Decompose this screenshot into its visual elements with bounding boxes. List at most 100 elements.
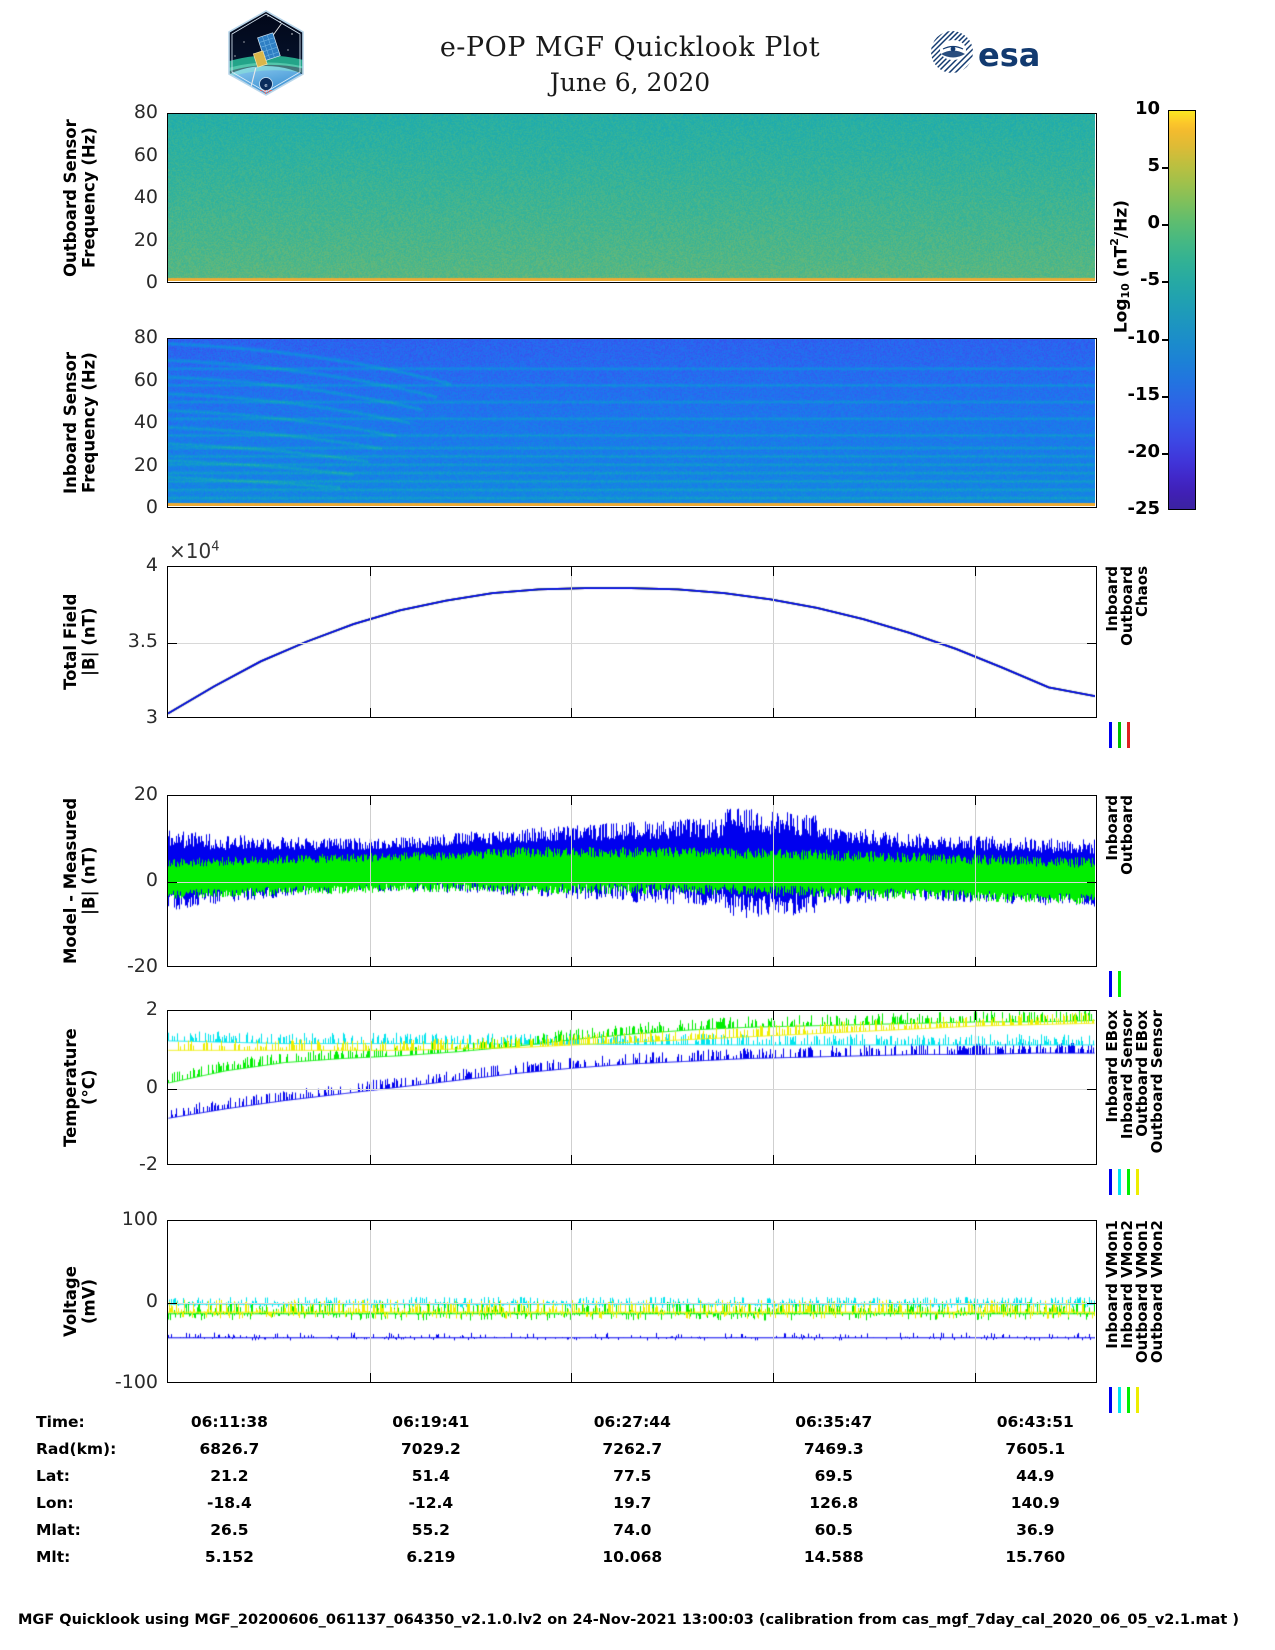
table-row: Time: 06:11:38 06:19:41 06:27:44 06:35:47 06:… bbox=[36, 1408, 1136, 1435]
table-cell: -12.4 bbox=[408, 1493, 454, 1512]
inboard-spectrogram-y-tick-label: 0 bbox=[145, 496, 158, 518]
axis-tick-mark bbox=[370, 567, 372, 576]
voltage-plot-area[interactable] bbox=[167, 1220, 1097, 1383]
axis-tick-mark bbox=[370, 1221, 372, 1230]
temperature-y-tick-label: 0 bbox=[145, 1075, 158, 1098]
table-row: Lon: -18.4 -12.4 19.7 126.8 140.9 bbox=[36, 1489, 1136, 1516]
table-cell: 140.9 bbox=[1010, 1493, 1060, 1512]
colorbar-tick-mark bbox=[1162, 167, 1169, 170]
outboard-spectrogram-y-tick-label: 80 bbox=[133, 101, 158, 123]
axis-tick-mark bbox=[975, 708, 977, 717]
model-minus-measured-y-tick-label: 0 bbox=[145, 869, 158, 891]
gridline-vertical bbox=[370, 1011, 371, 1164]
model-minus-measured-plot-area[interactable] bbox=[167, 795, 1097, 967]
table-cell: 7029.2 bbox=[400, 1439, 461, 1458]
axis-tick-mark bbox=[975, 1373, 977, 1382]
table-cell: 19.7 bbox=[613, 1493, 652, 1512]
table-cell: 69.5 bbox=[814, 1466, 853, 1485]
gridline-vertical bbox=[370, 796, 371, 966]
gridline-vertical bbox=[975, 1011, 976, 1164]
inboard-spectrogram-plot-area[interactable] bbox=[167, 338, 1097, 508]
outboard-spectrogram-y-tick-label: 60 bbox=[133, 143, 158, 166]
table-cell: 06:27:44 bbox=[593, 1412, 671, 1431]
table-cell: 6.219 bbox=[406, 1547, 456, 1566]
colorbar-tick-label: -15 bbox=[1127, 383, 1160, 405]
cassiope-mission-patch-logo: e CASSIOPE bbox=[222, 8, 310, 98]
axis-tick-mark bbox=[773, 1155, 775, 1164]
axis-tick-mark bbox=[975, 796, 977, 805]
legend-color-swatch bbox=[1118, 722, 1121, 748]
axis-tick-mark bbox=[571, 957, 573, 966]
table-row-label: Time: bbox=[36, 1412, 85, 1431]
table-cell: 21.2 bbox=[210, 1466, 249, 1485]
table-cell: 126.8 bbox=[809, 1493, 859, 1512]
voltage-legend: Inboard VMon1 Inboard VMon2 Outboard VMon1… bbox=[1103, 1220, 1166, 1383]
model-minus-measured-legend: Inboard Outboard bbox=[1103, 795, 1136, 967]
total-field-axis-exponent: ×104 bbox=[169, 539, 220, 563]
total-field-y-tick-label: 3 bbox=[145, 706, 158, 728]
gridline-vertical bbox=[975, 1221, 976, 1382]
colorbar bbox=[1168, 110, 1196, 510]
ephemeris-info-table: Time: 06:11:38 06:19:41 06:27:44 06:35:47 06:… bbox=[0, 1408, 1275, 1570]
table-cell: 14.588 bbox=[803, 1547, 864, 1566]
legend-color-swatch bbox=[1109, 971, 1112, 997]
axis-tick-mark bbox=[370, 1011, 372, 1020]
outboard-spectrogram-y-tick-label: 20 bbox=[133, 228, 158, 251]
axis-tick-mark bbox=[370, 796, 372, 805]
axis-tick-mark bbox=[975, 567, 977, 576]
table-cell: 36.9 bbox=[1016, 1520, 1055, 1539]
axis-tick-mark bbox=[773, 1011, 775, 1020]
legend-entry-label: Outboard bbox=[1118, 795, 1136, 875]
total-field-plot-area[interactable] bbox=[167, 566, 1097, 718]
table-row-label: Lat: bbox=[36, 1466, 70, 1485]
table-cell: -18.4 bbox=[207, 1493, 252, 1512]
total-field-legend-swatches bbox=[1109, 722, 1130, 748]
table-row: Mlat: 26.5 55.2 74.0 60.5 36.9 bbox=[36, 1516, 1136, 1543]
table-row: Lat: 21.2 51.4 77.5 69.5 44.9 bbox=[36, 1462, 1136, 1489]
legend-color-swatch bbox=[1127, 722, 1130, 748]
gridline-vertical bbox=[773, 1221, 774, 1382]
legend-color-swatch bbox=[1118, 1169, 1121, 1195]
axis-tick-mark bbox=[571, 1373, 573, 1382]
outboard-spectrogram-y-tick-label: 40 bbox=[133, 186, 158, 208]
axis-tick-mark bbox=[773, 567, 775, 576]
axis-tick-mark bbox=[168, 882, 177, 884]
table-cell: 26.5 bbox=[210, 1520, 249, 1539]
axis-tick-mark bbox=[975, 1221, 977, 1230]
gridline-vertical bbox=[773, 1011, 774, 1164]
axis-tick-mark bbox=[1087, 643, 1096, 645]
outboard-spectrogram-plot-area[interactable] bbox=[167, 113, 1097, 283]
colorbar-tick-label: -10 bbox=[1127, 326, 1160, 348]
model-minus-measured-legend-swatches bbox=[1109, 971, 1121, 997]
esa-logo: esa bbox=[928, 28, 1043, 76]
axis-tick-mark bbox=[1087, 882, 1096, 884]
axis-tick-mark bbox=[370, 1373, 372, 1382]
axis-tick-mark bbox=[975, 1155, 977, 1164]
table-cell: 74.0 bbox=[613, 1520, 652, 1539]
axis-tick-mark bbox=[773, 957, 775, 966]
legend-color-swatch bbox=[1118, 971, 1121, 997]
gridline-vertical bbox=[370, 567, 371, 717]
axis-tick-mark bbox=[168, 1089, 177, 1091]
axis-tick-mark bbox=[571, 1155, 573, 1164]
temperature-plot-area[interactable] bbox=[167, 1010, 1097, 1165]
table-row: Mlt: 5.152 6.219 10.068 14.588 15.760 bbox=[36, 1543, 1136, 1570]
gridline-vertical bbox=[571, 567, 572, 717]
legend-entry-label: Outboard Sensor bbox=[1148, 1010, 1166, 1154]
axis-tick-mark bbox=[1087, 1303, 1096, 1305]
legend-color-swatch bbox=[1109, 1169, 1112, 1195]
title-block: e-POP MGF Quicklook Plot June 6, 2020 bbox=[330, 30, 930, 100]
axis-tick-mark bbox=[1087, 1089, 1096, 1091]
axis-tick-mark bbox=[773, 1221, 775, 1230]
axis-tick-mark bbox=[168, 1303, 177, 1305]
inboard-spectrogram-y-tick-label: 80 bbox=[133, 326, 158, 348]
colorbar-tick-label: -25 bbox=[1127, 498, 1160, 519]
colorbar-tick-mark bbox=[1162, 281, 1169, 284]
model-minus-measured-data-canvas bbox=[168, 796, 1095, 965]
colorbar-tick-mark bbox=[1162, 452, 1169, 455]
gridline-vertical bbox=[571, 1221, 572, 1382]
axis-tick-mark bbox=[975, 1011, 977, 1020]
legend-entry-label: Chaos bbox=[1133, 566, 1151, 618]
table-cell: 15.760 bbox=[1005, 1547, 1066, 1566]
total-field-y-tick-label: 4 bbox=[145, 554, 158, 576]
